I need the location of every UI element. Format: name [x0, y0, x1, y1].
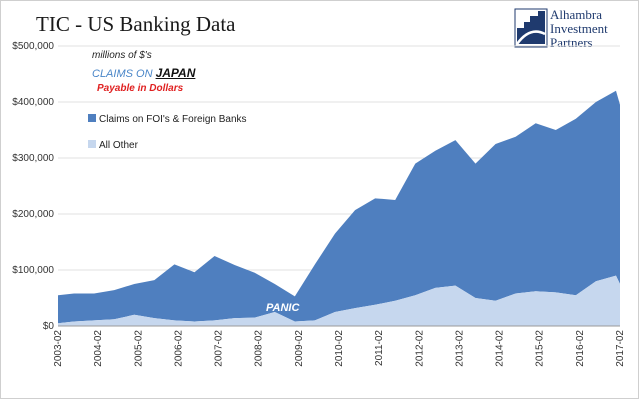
- x-tick-label: 2010-02: [334, 330, 345, 367]
- series-area-all-other: [58, 275, 620, 326]
- logo-mark-icon: [514, 8, 548, 48]
- legend-swatch: [88, 140, 96, 148]
- panic-annotation: PANIC: [266, 302, 300, 314]
- x-tick-label: 2009-02: [294, 330, 305, 367]
- x-tick-label: 2017-02: [615, 330, 626, 367]
- legend-swatch: [88, 114, 96, 122]
- legend-label: Claims on FOI's & Foreign Banks: [99, 114, 247, 125]
- claims-on-annotation: CLAIMS ON JAPAN: [92, 66, 195, 80]
- units-annotation: millions of $'s: [92, 50, 152, 61]
- y-tick-label: $100,000: [12, 265, 54, 276]
- y-tick-label: $400,000: [12, 97, 54, 108]
- y-tick-label: $500,000: [12, 41, 54, 52]
- company-logo: Alhambra Investment Partners: [514, 8, 634, 54]
- x-tick-label: 2004-02: [93, 330, 104, 367]
- series-area-foi: [58, 90, 620, 324]
- country-label: JAPAN: [155, 66, 196, 80]
- x-tick-label: 2013-02: [454, 330, 465, 367]
- x-tick-label: 2012-02: [414, 330, 425, 367]
- logo-line-1: Alhambra: [550, 7, 602, 22]
- x-tick-label: 2003-02: [53, 330, 64, 367]
- x-tick-label: 2011-02: [374, 330, 385, 366]
- series-areas: [58, 90, 620, 326]
- y-tick-label: $0: [43, 321, 55, 332]
- y-tick-label: $200,000: [12, 209, 54, 220]
- x-tick-label: 2006-02: [173, 330, 184, 367]
- x-tick-label: 2008-02: [254, 330, 265, 367]
- x-tick-label: 2014-02: [495, 330, 506, 367]
- x-tick-label: 2005-02: [133, 330, 144, 367]
- x-tick-label: 2016-02: [575, 330, 586, 367]
- claims-on-label: CLAIMS ON: [92, 68, 153, 80]
- y-tick-label: $300,000: [12, 153, 54, 164]
- logo-line-2: Investment: [550, 21, 608, 36]
- logo-text: Alhambra Investment Partners: [550, 8, 608, 50]
- legend-label: All Other: [99, 140, 139, 151]
- x-tick-label: 2007-02: [214, 330, 225, 367]
- chart-title: TIC - US Banking Data: [36, 12, 236, 36]
- legend: Claims on FOI's & Foreign Banks All Other: [88, 114, 247, 151]
- payable-annotation: Payable in Dollars: [97, 83, 184, 94]
- y-axis: $0 $100,000 $200,000 $300,000 $400,000 $500,0…: [12, 41, 54, 332]
- x-axis: 2003-02 2004-02 2005-02 2006-02 2007-02 2008-…: [53, 325, 626, 367]
- x-tick-label: 2015-02: [535, 330, 546, 367]
